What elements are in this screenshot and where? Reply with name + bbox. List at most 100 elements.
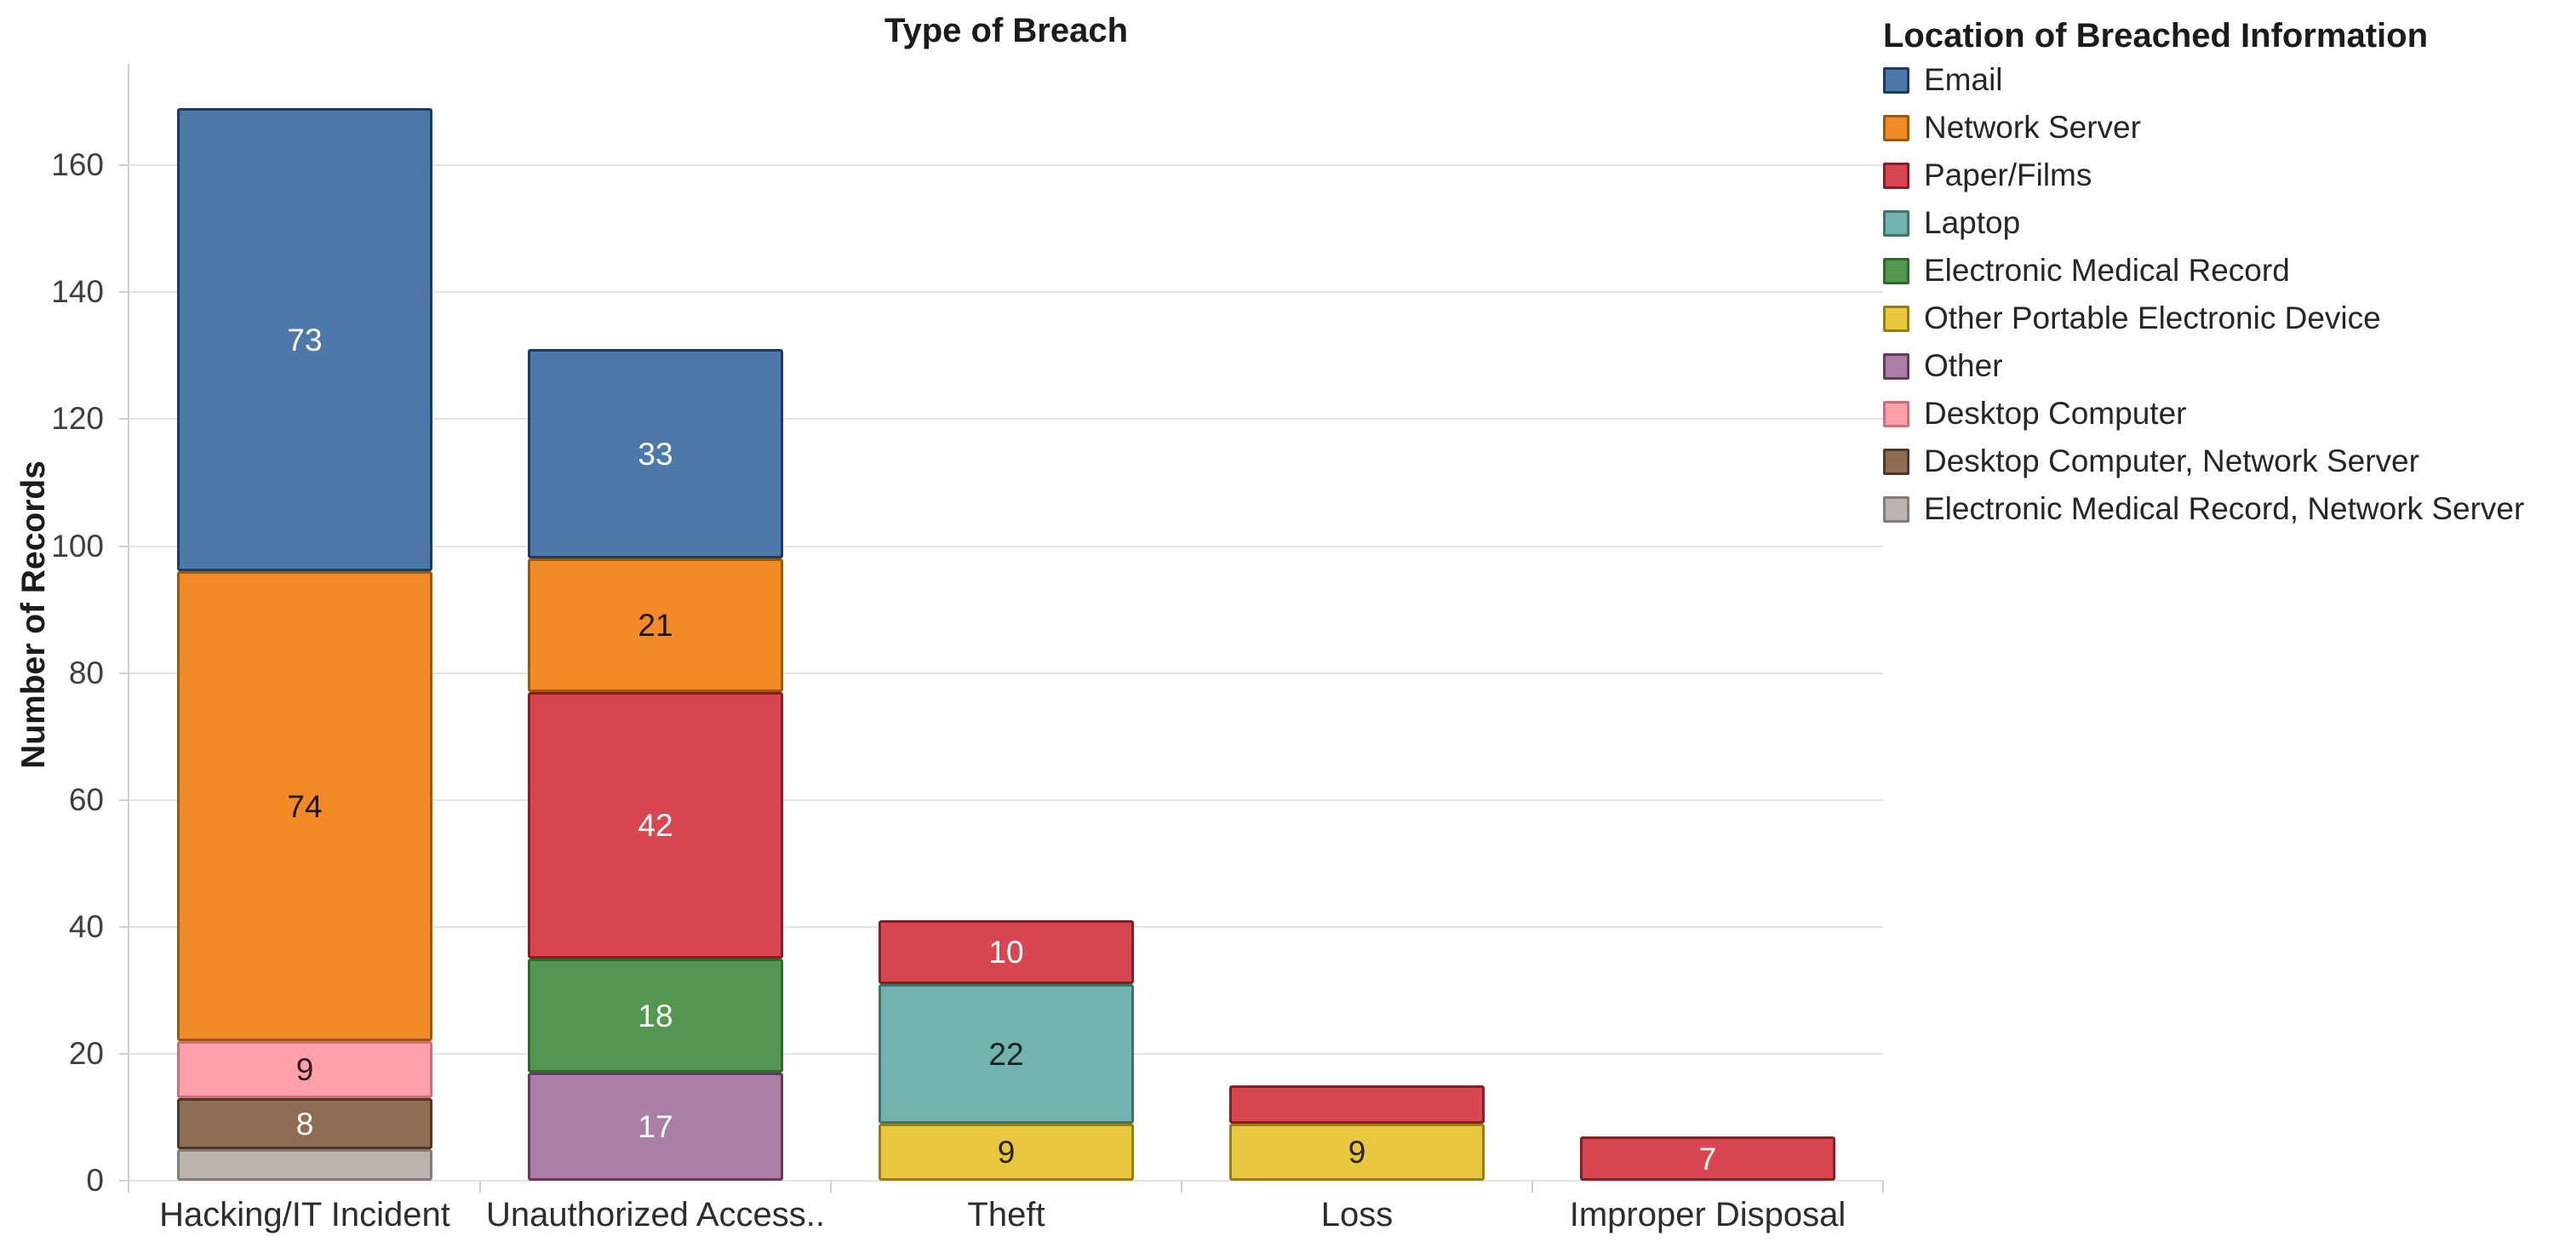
y-tick-label: 0 — [86, 1163, 104, 1198]
legend-swatch-network-server — [1883, 114, 1909, 141]
y-tick-label: 60 — [68, 782, 104, 817]
chart-title: Type of Breach — [884, 12, 1128, 49]
y-tick-label: 20 — [68, 1036, 104, 1071]
bar-value-label: 18 — [638, 998, 673, 1033]
y-tick-mark — [119, 164, 129, 166]
bar-segment-other-portable-electronic-device[interactable]: 9 — [1229, 1124, 1485, 1181]
bar-value-label: 7 — [1698, 1141, 1717, 1176]
gridline-y-140 — [129, 291, 1883, 293]
bar-value-label: 9 — [295, 1052, 314, 1087]
bar-segment-network-server[interactable]: 74 — [177, 571, 432, 1041]
gridline-y-120 — [129, 418, 1883, 420]
bar-value-label: 9 — [1348, 1135, 1366, 1170]
legend-item-label: Email — [1924, 62, 2003, 97]
bar-value-label: 33 — [638, 436, 673, 472]
gridline-y-80 — [129, 673, 1883, 674]
legend-item-desktop-computer-network-server[interactable]: Desktop Computer, Network Server — [1883, 438, 2573, 485]
legend-item-email[interactable]: Email — [1883, 56, 2573, 104]
bar-segment-desktop-computer-network-server[interactable]: 8 — [177, 1098, 432, 1149]
gridline-y-160 — [129, 164, 1883, 166]
y-tick-label: 100 — [51, 529, 104, 564]
x-tick-mark — [1181, 1181, 1182, 1193]
bar-segment-paper-films[interactable]: 10 — [879, 920, 1134, 984]
bar-segment-other-portable-electronic-device[interactable]: 9 — [879, 1124, 1134, 1181]
bar-segment-network-server[interactable]: 21 — [528, 558, 783, 692]
legend-swatch-other-portable-electronic-device — [1883, 305, 1909, 332]
y-axis-line — [128, 64, 129, 1193]
y-tick-mark — [119, 1180, 129, 1182]
legend-item-label: Other Portable Electronic Device — [1924, 300, 2381, 335]
y-tick-mark — [119, 546, 129, 547]
legend: Location of Breached Information Email Ne… — [1883, 15, 2573, 533]
bar-segment-laptop[interactable]: 22 — [879, 984, 1134, 1124]
legend-item-label: Desktop Computer, Network Server — [1924, 444, 2419, 478]
legend-swatch-other — [1883, 352, 1909, 380]
x-tick-mark — [1882, 1181, 1884, 1193]
bar-segment-paper-films[interactable]: 7 — [1580, 1136, 1835, 1181]
y-tick-label: 80 — [68, 655, 104, 690]
x-tick-mark — [1531, 1181, 1533, 1193]
bar-segment-electronic-medical-record-network-server[interactable] — [177, 1149, 432, 1181]
y-tick-mark — [119, 291, 129, 293]
legend-item-network-server[interactable]: Network Server — [1883, 104, 2573, 152]
bar-value-label: 17 — [638, 1109, 673, 1144]
bar-segment-paper-films[interactable] — [1229, 1085, 1485, 1124]
legend-item-electronic-medical-record[interactable]: Electronic Medical Record — [1883, 247, 2573, 295]
legend-item-label: Desktop Computer — [1924, 396, 2187, 431]
y-tick-mark — [119, 1053, 129, 1055]
bar-value-label: 10 — [988, 935, 1024, 970]
legend-item-other-portable-electronic-device[interactable]: Other Portable Electronic Device — [1883, 295, 2573, 342]
x-axis-label-improper-disposal: Improper Disposal — [1569, 1196, 1846, 1233]
bar-value-label: 73 — [287, 322, 323, 358]
bar-segment-electronic-medical-record[interactable]: 18 — [528, 959, 783, 1073]
legend-swatch-electronic-medical-record-network-server — [1883, 495, 1909, 523]
legend-item-label: Network Server — [1924, 110, 2141, 145]
x-axis-label-hacking-it-incident: Hacking/IT Incident — [159, 1196, 450, 1233]
bar-value-label: 9 — [997, 1135, 1016, 1170]
legend-item-electronic-medical-record-network-server[interactable]: Electronic Medical Record, Network Serve… — [1883, 485, 2573, 533]
legend-item-label: Electronic Medical Record, Network Serve… — [1924, 491, 2525, 526]
y-tick-mark — [119, 673, 129, 674]
y-tick-label: 40 — [68, 909, 104, 944]
legend-item-label: Other — [1924, 348, 2003, 383]
legend-item-label: Laptop — [1924, 205, 2021, 240]
bar-segment-email[interactable]: 33 — [528, 349, 783, 558]
y-tick-label: 140 — [51, 274, 104, 309]
bar-segment-email[interactable]: 73 — [177, 108, 432, 571]
gridline-y-100 — [129, 546, 1883, 547]
legend-swatch-email — [1883, 66, 1909, 94]
y-axis-title: Number of Records — [15, 461, 52, 769]
bar-value-label: 8 — [295, 1106, 314, 1142]
bar-segment-other[interactable]: 17 — [528, 1073, 783, 1181]
legend-swatch-laptop — [1883, 209, 1909, 237]
legend-item-laptop[interactable]: Laptop — [1883, 199, 2573, 247]
y-tick-label: 120 — [51, 401, 104, 436]
legend-item-paper-films[interactable]: Paper/Films — [1883, 152, 2573, 199]
x-axis-label-unauthorized-access: Unauthorized Access.. — [486, 1196, 825, 1233]
gridline-y-60 — [129, 799, 1883, 801]
legend-swatch-desktop-computer-network-server — [1883, 448, 1909, 475]
y-tick-label: 160 — [51, 147, 104, 182]
bar-value-label: 21 — [638, 608, 673, 643]
legend-item-desktop-computer[interactable]: Desktop Computer — [1883, 390, 2573, 438]
gridline-y-0 — [129, 1180, 1883, 1182]
x-tick-mark — [479, 1181, 481, 1193]
legend-swatch-desktop-computer — [1883, 400, 1909, 427]
legend-item-label: Electronic Medical Record — [1924, 253, 2290, 288]
bar-segment-paper-films[interactable]: 42 — [528, 692, 783, 959]
bar-value-label: 42 — [638, 808, 673, 843]
y-tick-mark — [119, 418, 129, 420]
x-tick-mark — [830, 1181, 832, 1193]
legend-item-other[interactable]: Other — [1883, 342, 2573, 390]
bar-value-label: 22 — [988, 1036, 1024, 1072]
y-tick-mark — [119, 926, 129, 928]
legend-item-label: Paper/Films — [1924, 157, 2092, 192]
legend-items: Email Network Server Paper/Films Laptop Elec… — [1883, 56, 2573, 533]
legend-swatch-paper-films — [1883, 162, 1909, 189]
bar-segment-desktop-computer[interactable]: 9 — [177, 1041, 432, 1098]
legend-title: Location of Breached Information — [1883, 17, 2429, 54]
x-axis-label-loss: Loss — [1320, 1196, 1394, 1233]
y-tick-mark — [119, 799, 129, 801]
legend-swatch-electronic-medical-record — [1883, 257, 1909, 284]
